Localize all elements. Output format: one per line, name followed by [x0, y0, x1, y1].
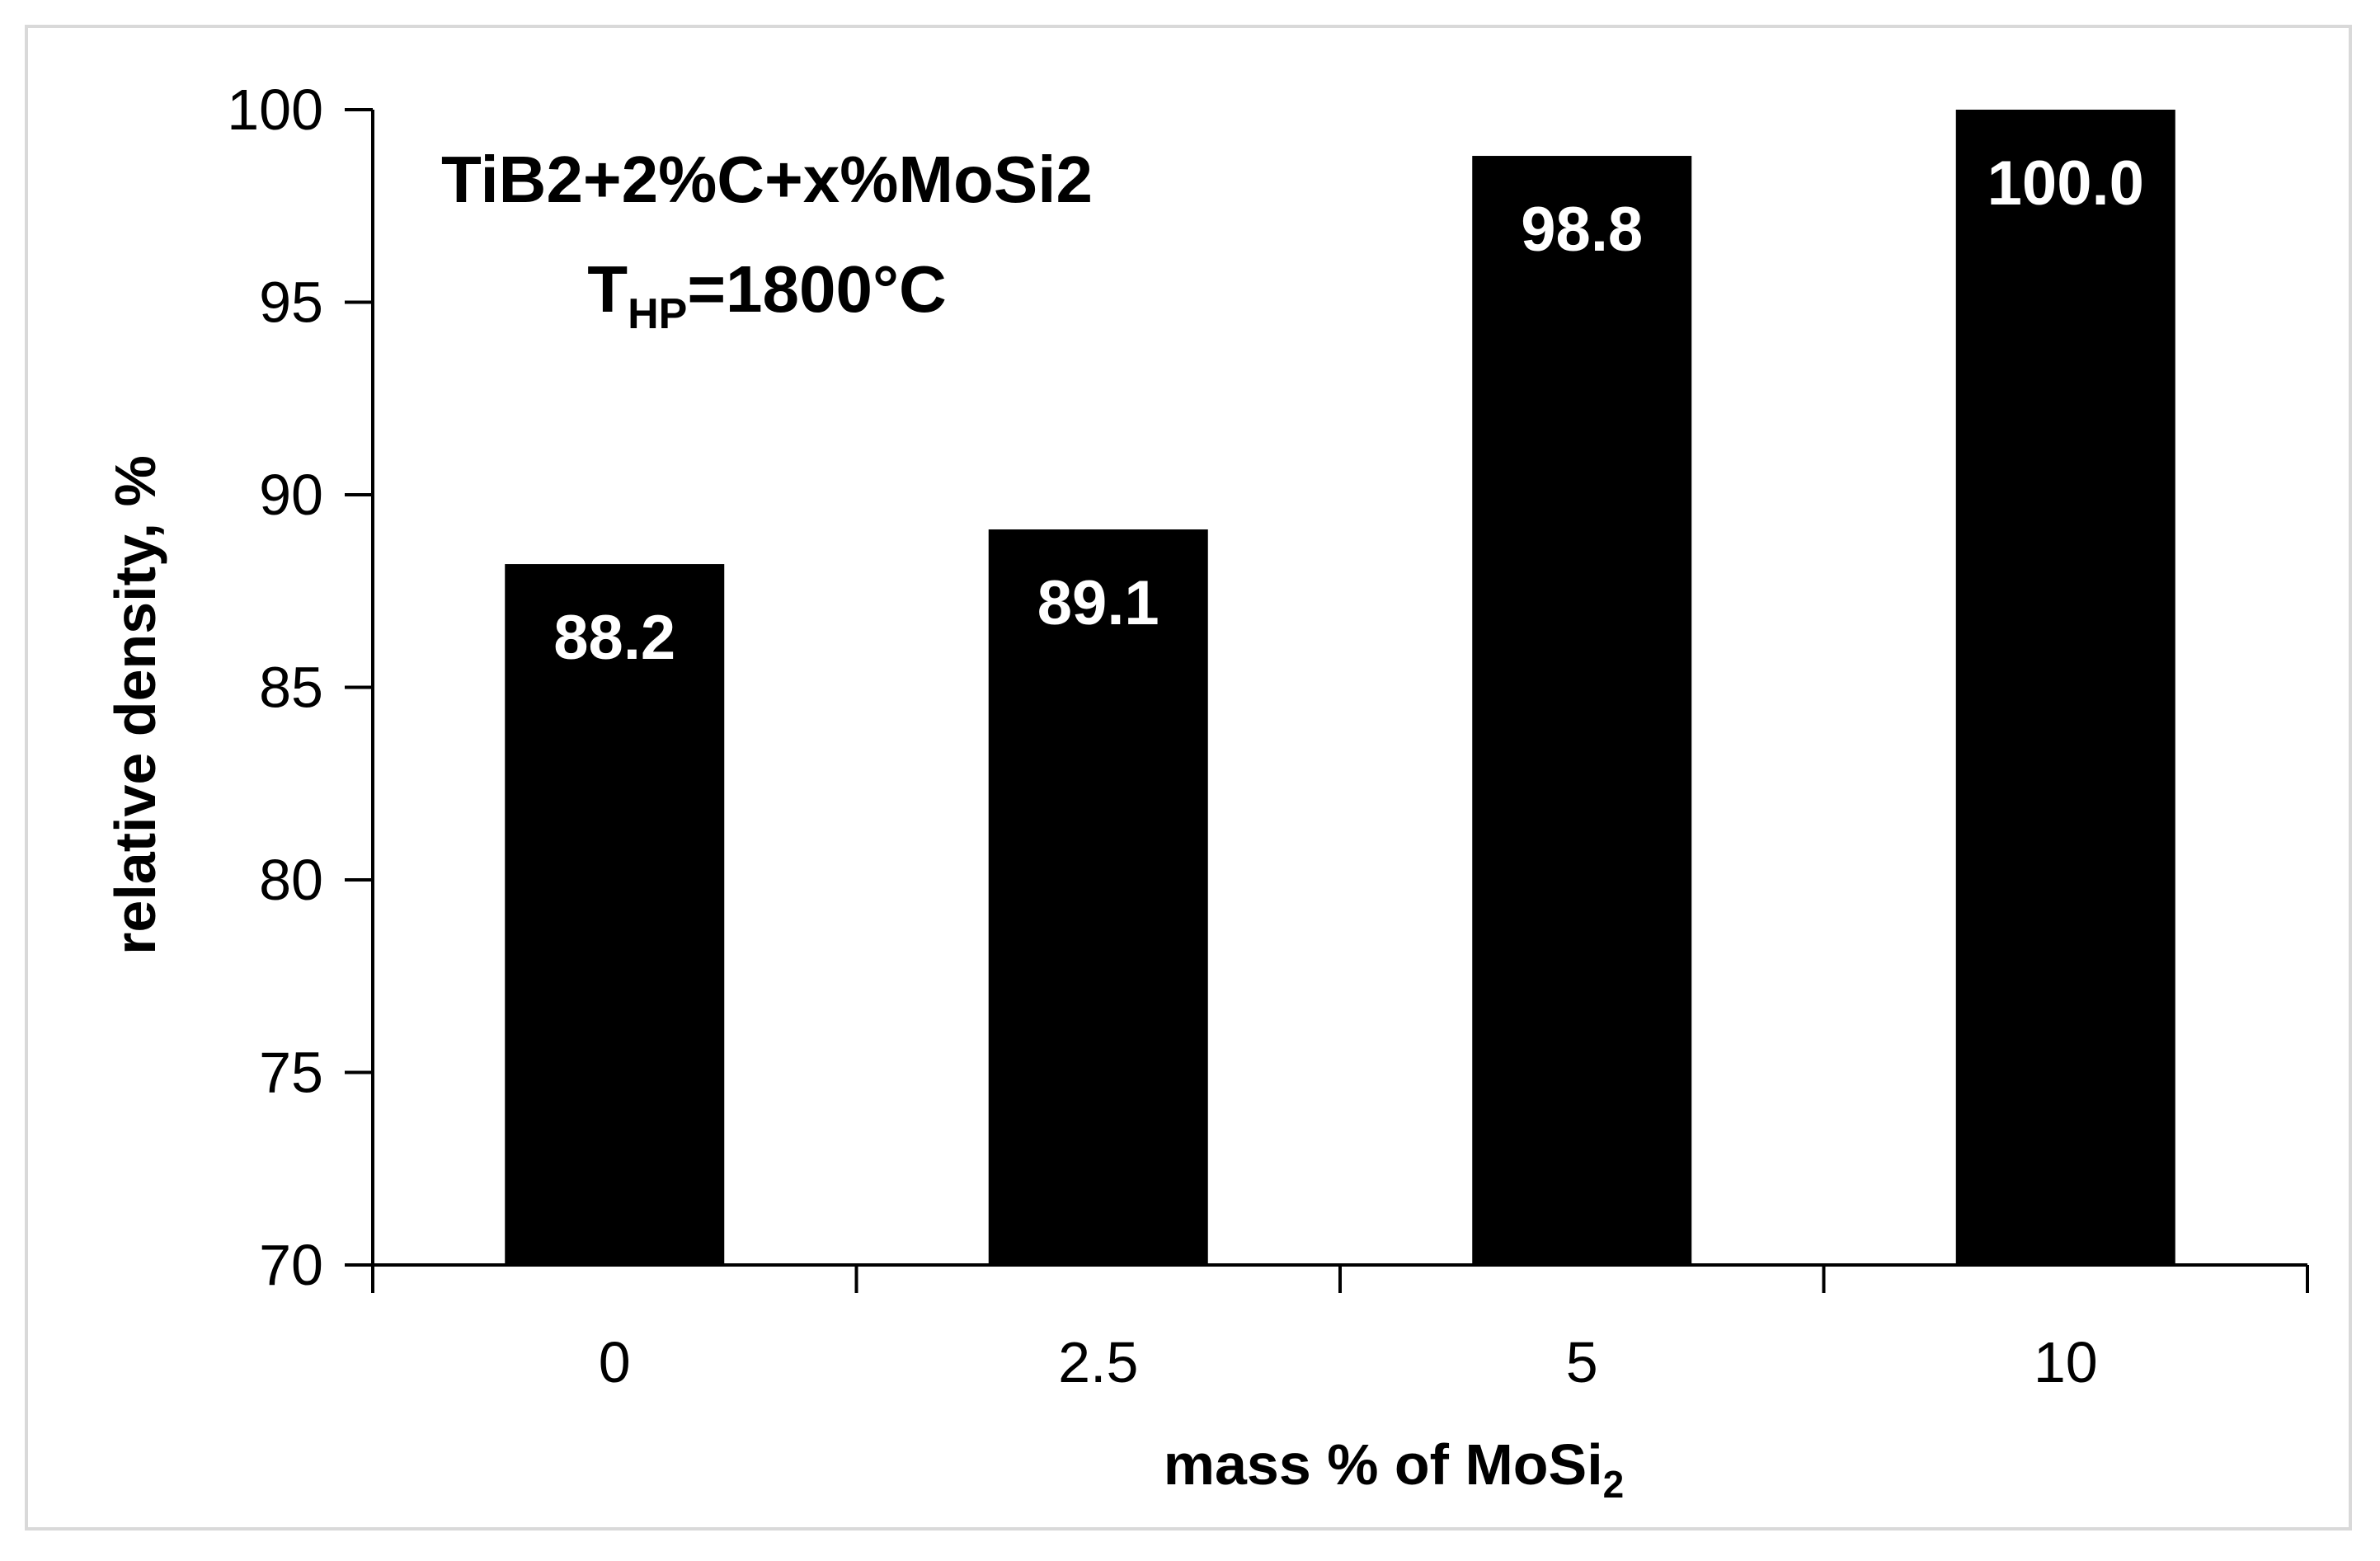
bar-0 — [505, 564, 725, 1265]
bars-layer — [505, 110, 2175, 1265]
annotation-temp-value: =1800°C — [687, 252, 946, 326]
x-axis-label: mass % of MoSi2 — [1164, 1432, 1625, 1506]
x-tick-label-2.5: 2.5 — [1058, 1330, 1138, 1394]
bar-5 — [1472, 156, 1692, 1265]
y-axis-label: relative density, % — [103, 455, 167, 955]
data-label-5: 98.8 — [1521, 195, 1643, 265]
y-tick-label: 85 — [259, 656, 323, 720]
data-label-2.5: 89.1 — [1037, 568, 1159, 638]
x-axis-label-subscript: 2 — [1603, 1463, 1625, 1506]
x-ticks-layer: 0 2.5 5 10 — [371, 1265, 2309, 1394]
data-label-10: 100.0 — [1987, 148, 2144, 219]
y-ticks-layer: 70 75 80 85 90 95 100 — [227, 78, 373, 1297]
data-label-0: 88.2 — [553, 603, 675, 673]
annotation-temp-symbol: T — [587, 252, 628, 326]
y-tick-label: 75 — [259, 1041, 323, 1105]
y-tick-label: 100 — [227, 78, 323, 142]
x-tick-label-0: 0 — [599, 1330, 631, 1394]
x-tick-label-10: 10 — [2034, 1330, 2098, 1394]
annotation-temperature: THP=1800°C — [587, 252, 947, 338]
bar-2.5 — [988, 529, 1208, 1265]
y-tick-label: 80 — [259, 848, 323, 912]
x-tick-label-5: 5 — [1566, 1330, 1598, 1394]
y-tick-label: 70 — [259, 1233, 323, 1297]
y-tick-label: 95 — [259, 270, 323, 335]
annotation-composition: TiB2+2%C+x%MoSi2 — [441, 143, 1093, 216]
x-axis-label-main: mass % of MoSi — [1164, 1432, 1603, 1497]
bar-10 — [1955, 110, 2175, 1265]
y-tick-label: 90 — [259, 463, 323, 527]
annotation-temp-subscript: HP — [628, 290, 687, 338]
data-labels-layer: 88.2 89.1 98.8 100.0 — [553, 148, 2144, 673]
